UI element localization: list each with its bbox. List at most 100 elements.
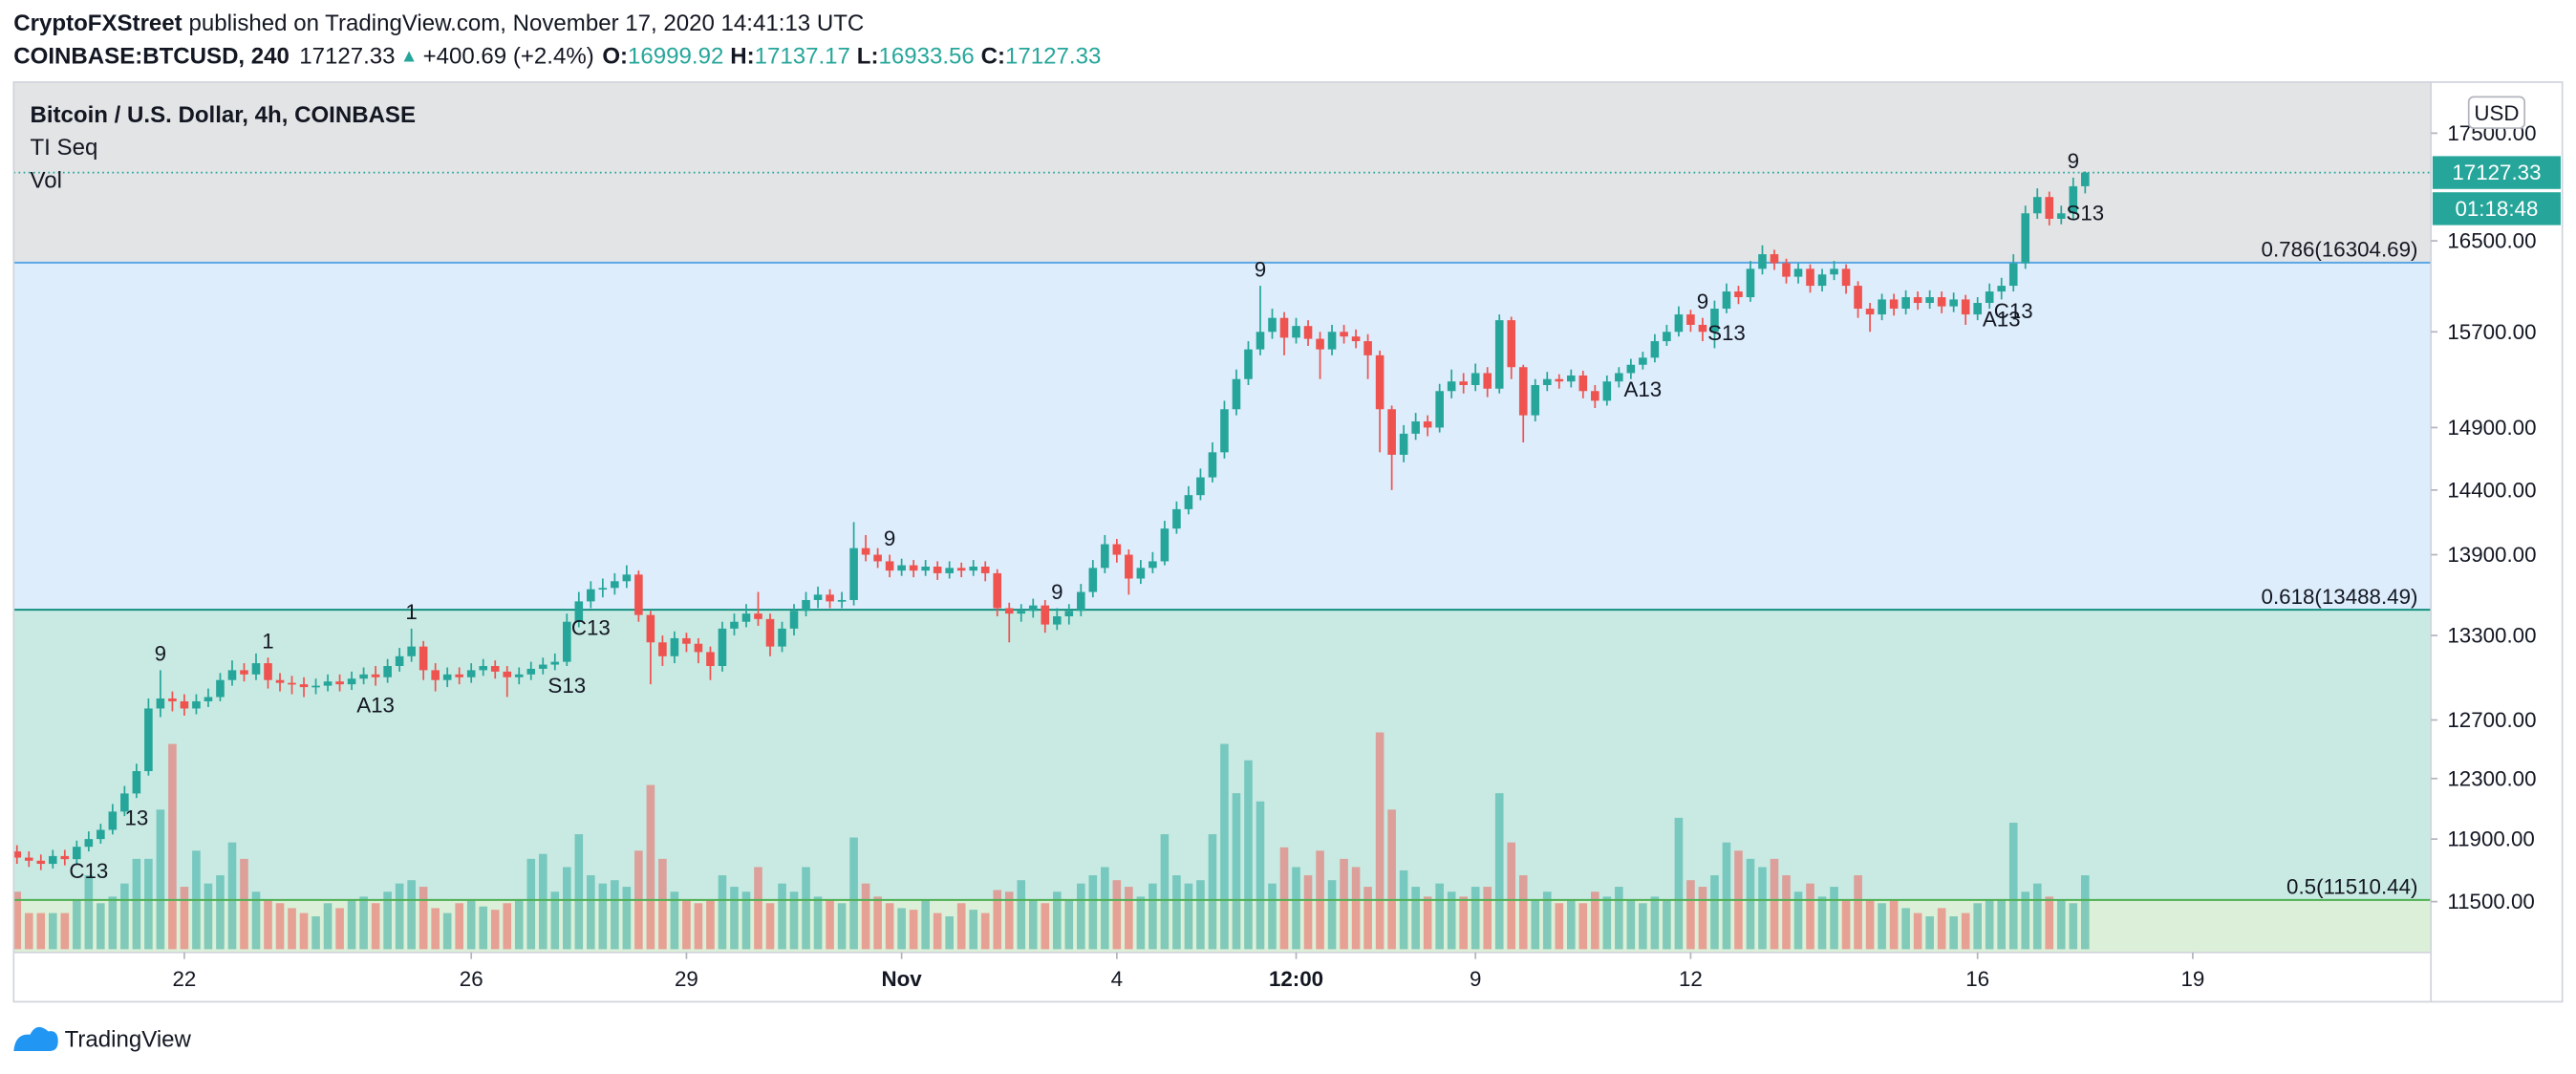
candle-body	[658, 642, 667, 656]
volume-bar	[622, 887, 632, 950]
candle-body	[24, 857, 33, 861]
volume-bar	[1279, 847, 1289, 950]
candle-body	[1566, 375, 1576, 382]
x-tick-label: 16	[1965, 967, 1989, 991]
y-tick-label: 16500.00	[2447, 229, 2536, 253]
candle-body	[2056, 213, 2066, 219]
volume-bar	[933, 913, 942, 950]
candle-body	[2045, 197, 2054, 219]
volume-bar	[1615, 887, 1623, 950]
volume-bar	[1746, 858, 1755, 950]
candle-body	[347, 678, 356, 685]
price: 17127.33	[299, 43, 395, 69]
candle-body	[97, 829, 105, 840]
candle-body	[1351, 336, 1361, 342]
published: published on TradingView.com, November 1…	[189, 11, 865, 36]
candle-body	[1125, 554, 1133, 579]
volume-bar	[658, 858, 667, 950]
candle-body	[1196, 477, 1205, 496]
candle-body	[1160, 528, 1170, 562]
candle-body	[1316, 338, 1324, 350]
volume-bar	[1494, 793, 1504, 950]
candle-body	[1112, 544, 1122, 555]
volume-bar	[861, 883, 870, 950]
candle-body	[264, 663, 272, 680]
candle-body	[73, 847, 81, 860]
volume-bar	[885, 903, 894, 950]
brand-logo[interactable]: TradingView	[13, 1026, 192, 1052]
candle-body	[1136, 568, 1146, 579]
volume-bar	[1663, 899, 1671, 950]
candle-body	[407, 646, 416, 656]
volume-bar	[311, 916, 320, 950]
volume-bar	[670, 891, 679, 950]
volume-bar	[1136, 896, 1146, 950]
td-label: S13	[1707, 321, 1746, 345]
candle-body	[1793, 268, 1803, 277]
y-tick-label: 13900.00	[2447, 543, 2536, 567]
level-lines: 0.786(16304.69) 0.618(13488.49) 0.5(11510.…	[13, 171, 2432, 901]
candle-body	[1268, 317, 1277, 333]
candle-body	[1256, 332, 1265, 350]
candle-body	[383, 666, 392, 677]
candle-body	[1447, 381, 1456, 392]
volume-bar	[778, 883, 786, 950]
candle-body	[1734, 291, 1743, 298]
x-tick-label: 26	[460, 967, 483, 991]
volume-bar	[1758, 867, 1767, 950]
volume-bar	[2056, 899, 2066, 950]
volume-bar	[503, 903, 512, 950]
candle-body	[670, 637, 679, 656]
td-label: 9	[2068, 149, 2079, 173]
volume-bar	[1555, 903, 1564, 950]
volume-bar	[587, 875, 595, 950]
candle-body	[885, 561, 894, 571]
candle-body	[1435, 391, 1444, 428]
last-price-badge	[2432, 156, 2561, 189]
volume-bar	[407, 880, 416, 950]
candle-body	[598, 588, 608, 591]
volume-bar	[1470, 887, 1480, 950]
candle-body	[1518, 367, 1528, 416]
volume-bar	[1292, 867, 1300, 950]
candle-body	[634, 574, 643, 615]
candle-body	[36, 860, 46, 865]
candle-body	[395, 655, 404, 667]
chart-frame	[12, 81, 2564, 1003]
volume-bar	[1949, 916, 1958, 950]
volume-bar	[1626, 899, 1636, 950]
volume-bar	[97, 903, 105, 950]
candle-body	[1555, 378, 1564, 382]
candle-body	[718, 628, 727, 667]
volume-bar	[837, 903, 847, 950]
candle-body	[466, 670, 476, 677]
candle-body	[730, 621, 739, 629]
candle-body	[227, 670, 237, 680]
candle-body	[861, 548, 870, 555]
candle-body	[1232, 378, 1241, 410]
volume-bar	[1125, 887, 1133, 950]
volume-bar	[826, 899, 834, 950]
candle-body	[1459, 381, 1468, 385]
volume-bar	[431, 908, 440, 950]
volume-bar	[1148, 883, 1157, 950]
volume-bar	[335, 908, 344, 950]
volume-bar	[455, 903, 463, 950]
volume-bar	[1770, 858, 1779, 950]
candle-body	[802, 599, 810, 612]
volume-bar	[1004, 891, 1014, 950]
volume-bar	[1817, 896, 1827, 950]
volume-bar	[1483, 887, 1492, 950]
currency-box[interactable]	[2467, 96, 2526, 129]
volume-bar	[2008, 823, 2018, 950]
candle-body	[1997, 286, 2007, 292]
candle-body	[1184, 495, 1193, 509]
candle-body	[1591, 391, 1599, 401]
candle-body	[1531, 384, 1540, 416]
volume-bar	[1901, 908, 1910, 950]
candle-body	[526, 668, 536, 675]
ohlc-value: 16933.56	[879, 43, 975, 69]
volume-bar	[574, 834, 584, 950]
volume-bar	[646, 784, 655, 950]
